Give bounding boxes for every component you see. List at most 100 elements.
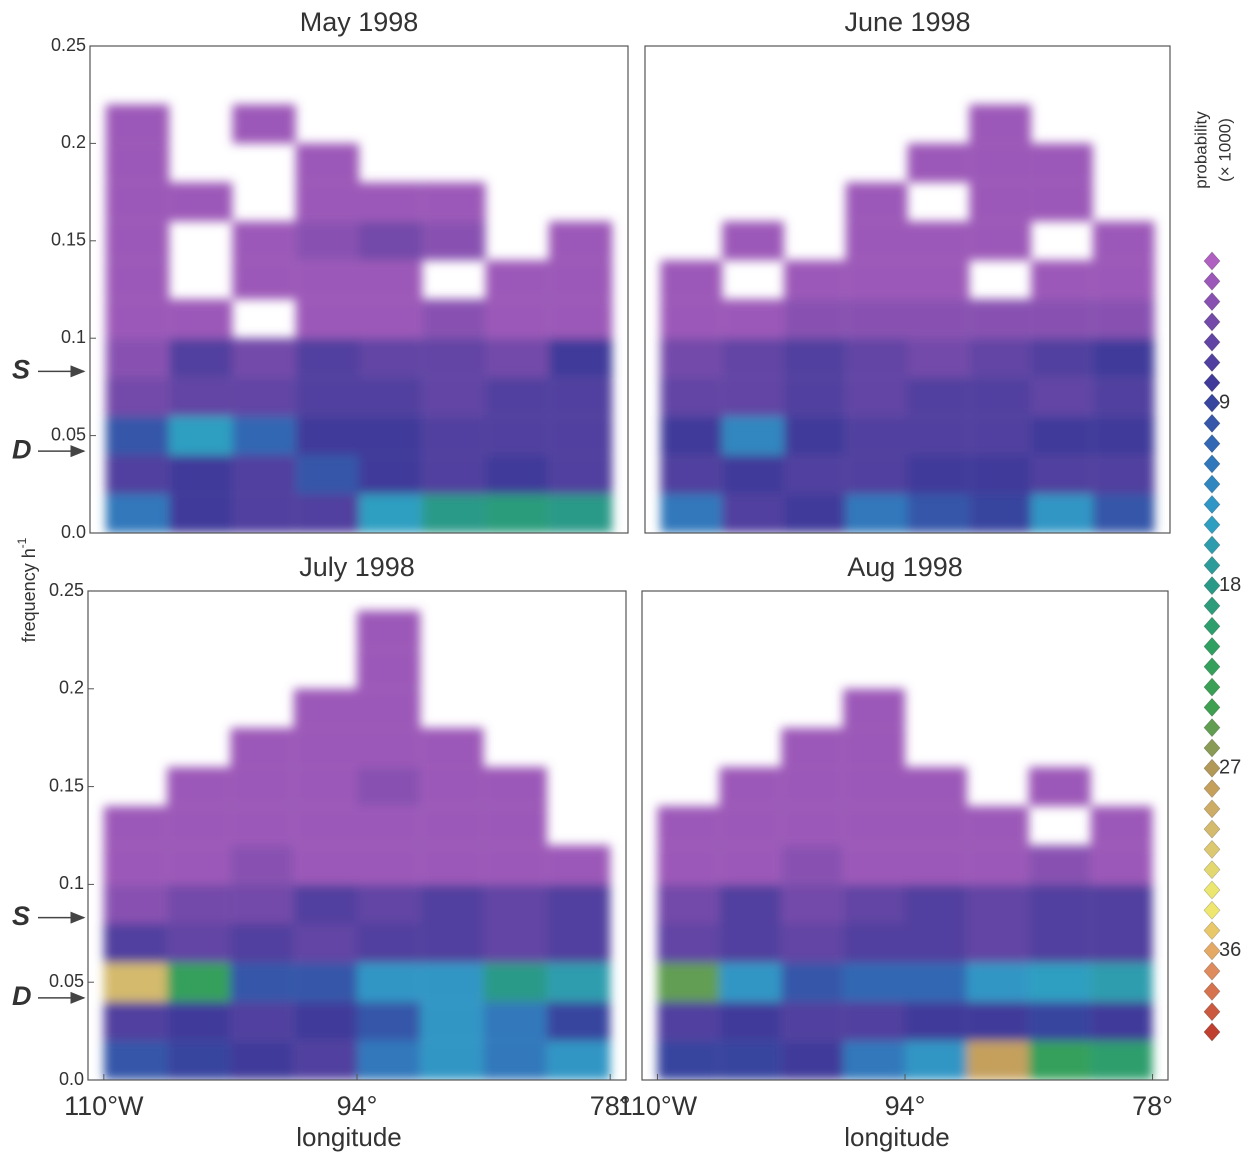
annotation: D xyxy=(12,981,32,1011)
heatmap-cell xyxy=(781,806,844,846)
heatmap-cell xyxy=(657,845,720,885)
heatmap-cell xyxy=(103,845,168,885)
heatmap-cell xyxy=(1028,962,1091,1002)
heatmap-cell xyxy=(1031,338,1093,378)
heatmap-cell xyxy=(969,221,1032,261)
heatmap-cell xyxy=(843,1040,905,1080)
heatmap-cell xyxy=(420,806,484,846)
x-axis-label: longitude xyxy=(296,1122,402,1152)
y-tick-label: 0.15 xyxy=(49,775,84,795)
heatmap-cell xyxy=(1028,1040,1091,1080)
heatmap-cell xyxy=(845,416,908,456)
heatmap-cell xyxy=(422,377,486,417)
heatmap-cell xyxy=(1090,845,1153,885)
heatmap-cell xyxy=(843,962,905,1002)
heatmap-cell xyxy=(232,416,296,456)
panel-title: May 1998 xyxy=(300,7,419,37)
heatmap-cell xyxy=(169,299,233,339)
colorbar-tick-label: 27 xyxy=(1219,757,1241,779)
heatmap-cell xyxy=(1092,221,1155,261)
heatmap-cell xyxy=(105,338,170,378)
colorbar-swatch xyxy=(1203,718,1221,738)
heatmap-cell xyxy=(169,455,233,495)
heatmap-cell xyxy=(660,416,723,456)
y-axis-label-text: frequency h xyxy=(19,548,39,642)
heatmap-cell xyxy=(657,962,720,1002)
heatmap-cell xyxy=(548,377,613,417)
heatmap-cell xyxy=(357,845,421,885)
heatmap-cell xyxy=(293,1001,357,1041)
heatmap-cell xyxy=(1031,494,1093,533)
colorbar-swatch xyxy=(1203,616,1221,636)
heatmap-cell xyxy=(722,221,784,261)
heatmap-cell xyxy=(293,727,357,768)
colorbar-swatch xyxy=(1203,860,1221,880)
heatmap-cell xyxy=(167,845,231,885)
x-tick-label: 110°W xyxy=(64,1091,144,1121)
heatmap-cell xyxy=(783,416,846,456)
colorbar-swatch xyxy=(1203,839,1221,859)
heatmap-cell xyxy=(359,494,423,533)
heatmap-cell xyxy=(105,299,170,339)
heatmap-cell xyxy=(905,923,967,963)
heatmap-cell xyxy=(907,221,970,261)
heatmap-cell xyxy=(548,494,613,533)
heatmap-cell xyxy=(907,260,970,300)
heatmap-cell xyxy=(167,884,231,924)
heatmap-cell xyxy=(1090,1001,1153,1041)
heatmap-cell xyxy=(420,923,484,963)
heatmap-cell xyxy=(845,260,908,300)
heatmap-cell xyxy=(485,494,549,533)
heatmap-cell xyxy=(845,338,908,378)
heatmap-cell xyxy=(230,884,294,924)
colorbar-swatch xyxy=(1203,657,1221,677)
heatmap-cell xyxy=(907,455,970,495)
annotation: S xyxy=(12,901,30,931)
heatmap-cell xyxy=(103,1040,168,1080)
y-axis-label: frequency h-1 xyxy=(15,537,39,642)
heatmap-cell xyxy=(969,455,1032,495)
heatmap-cell xyxy=(905,767,967,807)
heatmap-cell xyxy=(722,416,784,456)
heatmap-cell xyxy=(230,767,294,807)
heatmap-cell xyxy=(907,416,970,456)
heatmap-cell xyxy=(357,727,421,768)
heatmap-cell xyxy=(1031,182,1093,222)
x-axis-label: longitude xyxy=(844,1122,950,1152)
heatmap-cell xyxy=(1092,416,1155,456)
heatmap-cell xyxy=(422,338,486,378)
heatmap-cell xyxy=(357,923,421,963)
heatmap-cell xyxy=(548,416,613,456)
heatmap-cell xyxy=(420,884,484,924)
heatmap-cell xyxy=(103,806,168,846)
y-tick-label: 0.0 xyxy=(59,1069,84,1089)
heatmap-cell xyxy=(966,845,1029,885)
heatmap-cell xyxy=(845,221,908,261)
heatmap-cell xyxy=(483,1040,547,1080)
colorbar-swatch xyxy=(1203,738,1221,758)
y-tick-label: 0.2 xyxy=(61,132,86,152)
heatmap-cell xyxy=(1092,338,1155,378)
heatmap-cell xyxy=(230,1001,294,1041)
heatmap xyxy=(103,610,611,1080)
heatmap-cell xyxy=(1031,143,1093,183)
heatmap-cell xyxy=(657,1001,720,1041)
heatmap-cell xyxy=(169,494,233,533)
colorbar-label: probability xyxy=(1191,111,1210,189)
colorbar-swatch xyxy=(1203,961,1221,981)
heatmap-cell xyxy=(232,455,296,495)
heatmap-cell xyxy=(657,884,720,924)
heatmap-cell xyxy=(966,806,1029,846)
colorbar-swatch xyxy=(1203,271,1221,291)
heatmap-cell xyxy=(105,494,170,533)
heatmap-cell xyxy=(969,416,1032,456)
heatmap-cell xyxy=(845,377,908,417)
colorbar-swatch xyxy=(1203,596,1221,616)
heatmap-cell xyxy=(293,884,357,924)
colorbar-swatch xyxy=(1203,900,1221,920)
heatmap-cell xyxy=(357,1001,421,1041)
heatmap-cell xyxy=(1090,962,1153,1002)
heatmap-cell xyxy=(907,338,970,378)
heatmap-cell xyxy=(546,1040,611,1080)
